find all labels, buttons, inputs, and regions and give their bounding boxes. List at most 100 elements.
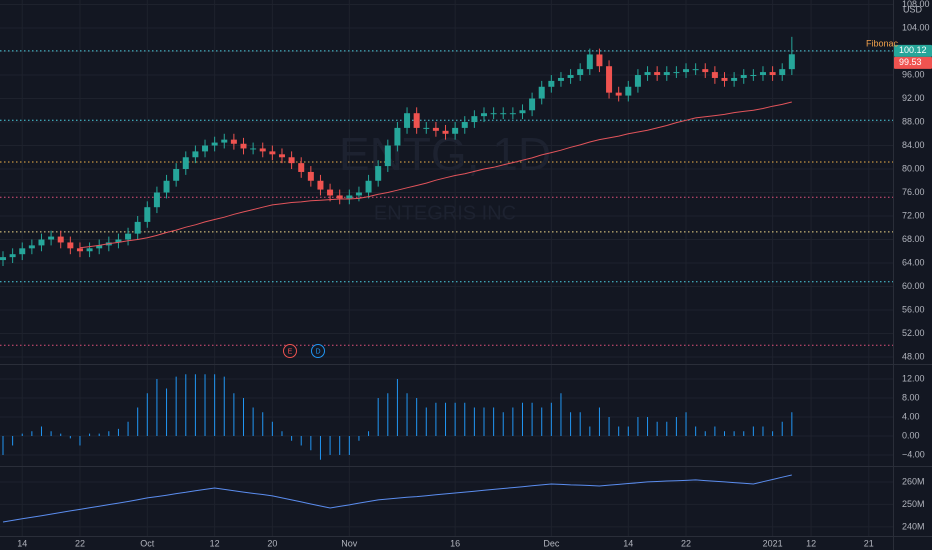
x-tick-label: 22: [75, 538, 85, 548]
y-tick-label: 64.00: [902, 257, 925, 267]
histogram-bar: [262, 412, 264, 436]
candle-body: [38, 239, 45, 246]
histogram-bar: [156, 379, 158, 436]
candle-body: [481, 113, 487, 117]
candle-body: [432, 127, 439, 131]
event-label: E: [288, 348, 293, 355]
histogram-bar: [608, 416, 610, 436]
histogram-bar: [512, 407, 514, 436]
x-tick-label: Nov: [341, 538, 358, 548]
candle-body: [57, 236, 64, 243]
histogram-bar: [570, 412, 572, 436]
histogram-bar: [483, 407, 485, 436]
histogram-bar: [214, 374, 216, 436]
candle-body: [702, 69, 709, 73]
y-tick-label: 48.00: [902, 351, 925, 361]
candle-body: [663, 72, 670, 76]
candle-body: [19, 248, 26, 255]
histogram-bar: [377, 398, 379, 436]
histogram-bar: [445, 402, 447, 436]
candle-body: [250, 148, 257, 150]
y-tick-label: 52.00: [902, 328, 925, 338]
histogram-bar: [243, 398, 244, 436]
histogram-bar: [252, 407, 254, 436]
histogram-bar: [233, 393, 235, 436]
histogram-bar: [185, 374, 187, 436]
x-tick-label: 2021: [763, 538, 783, 548]
x-tick-label: 22: [681, 538, 691, 548]
histogram-bar: [704, 431, 706, 436]
histogram-bar: [69, 435, 71, 439]
axes: 14 22 Oct 12 20 Nov 16 Dec 14 22 2021 12 21 108.00 104…: [17, 0, 932, 548]
histogram-bar: [31, 431, 33, 436]
x-tick-label: 21: [864, 538, 874, 548]
histogram-bar: [493, 407, 495, 436]
candle-body: [96, 245, 103, 249]
candle-body: [683, 69, 690, 73]
candle-body: [692, 69, 699, 71]
x-tick-label: 12: [806, 538, 816, 548]
histogram-bar: [454, 402, 456, 436]
histogram-bar: [60, 433, 62, 436]
candle-body: [519, 110, 526, 114]
histogram-bar: [560, 393, 562, 436]
histogram-bar: [531, 402, 533, 436]
candle-body: [9, 254, 16, 258]
y-tick-label: 4.00: [902, 411, 920, 421]
candle-body: [86, 248, 93, 252]
grid: [0, 0, 893, 536]
candle-body: [548, 80, 555, 87]
histogram-bar: [339, 435, 341, 455]
candle-body: [404, 113, 411, 128]
histogram-bar: [281, 431, 283, 436]
candle-body: [788, 54, 795, 70]
y-tick-label: 108.00: [902, 0, 930, 9]
candle-body: [673, 72, 680, 74]
candle-body: [125, 233, 132, 240]
candle-body: [500, 113, 507, 115]
histogram-bar: [675, 416, 677, 436]
watermark-name: ENTEGRIS INC: [374, 202, 516, 224]
y-tick-label: 8.00: [902, 392, 920, 402]
candle-body: [317, 180, 324, 190]
candle-body: [0, 257, 6, 261]
x-tick-label: Dec: [543, 538, 560, 548]
candle-body: [471, 116, 478, 123]
histogram-bar: [166, 388, 168, 436]
histogram-bar: [598, 407, 600, 436]
event-label: D: [315, 348, 320, 355]
histogram-bar: [695, 426, 697, 436]
candle-body: [173, 169, 180, 181]
x-tick-label: 12: [210, 538, 220, 548]
histogram-bar: [762, 426, 764, 436]
candle-body: [327, 189, 334, 196]
candle-body: [269, 151, 276, 155]
candle-body: [115, 239, 122, 243]
candle-body: [452, 127, 459, 134]
price-label: 100.12: [899, 45, 927, 55]
candle-body: [355, 192, 362, 196]
histogram-bar: [21, 433, 23, 436]
histogram-bar: [743, 431, 745, 436]
histogram-bar: [502, 412, 504, 436]
candle-body: [596, 54, 603, 67]
candle-body: [711, 72, 718, 78]
histogram-bar: [40, 426, 42, 436]
candle-body: [538, 86, 545, 99]
candle-body: [48, 236, 55, 240]
candle-body: [288, 157, 295, 164]
histogram-bar: [589, 426, 591, 436]
candle-body: [577, 69, 584, 76]
histogram-bar: [194, 374, 196, 436]
candle-body: [461, 122, 468, 128]
histogram-bar: [137, 407, 139, 436]
candle-body: [394, 127, 401, 146]
candle-body: [615, 92, 622, 96]
histogram-bar: [637, 416, 639, 436]
candle-body: [606, 66, 613, 93]
y-tick-label: 88.00: [902, 116, 925, 126]
event-marker: [311, 344, 325, 358]
y-tick-label: 96.00: [902, 69, 925, 79]
candle-body: [240, 143, 247, 149]
